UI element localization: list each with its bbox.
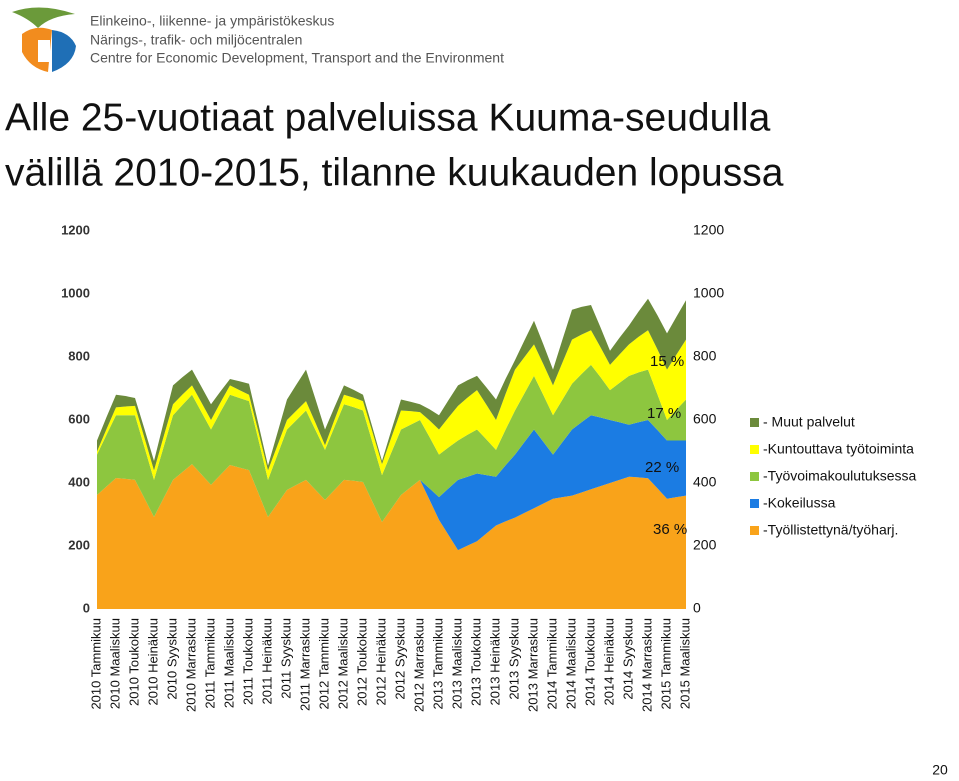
y-tick-label-right: 0 (693, 600, 701, 616)
chart-title: välillä 2010-2015, tilanne kuukauden lop… (5, 151, 784, 194)
x-tick-label: 2015 Maaliskuu (677, 618, 692, 709)
x-tick-label: 2011 Maaliskuu (221, 618, 236, 708)
annotation: 22 % (645, 459, 679, 476)
legend-label: -Työvoimakoulutuksessa (763, 468, 917, 484)
y-tick-label-left: 200 (68, 537, 90, 552)
legend-label: - Muut palvelut (763, 414, 855, 430)
legend-label: -Kuntouttava työtoiminta (763, 441, 914, 457)
x-tick-label: 2010 Tammikuu (88, 618, 103, 710)
logo (12, 7, 76, 72)
x-tick-label: 2012 Syyskuu (392, 618, 407, 700)
x-tick-label: 2014 Heinäkuu (601, 618, 616, 705)
x-tick-label: 2012 Marraskuu (411, 618, 426, 712)
logo-blue (52, 30, 76, 72)
chart-title: Alle 25-vuotiaat palveluissa Kuuma-seudu… (5, 96, 771, 139)
x-tick-label: 2013 Syyskuu (506, 618, 521, 700)
legend-label: -Kokeilussa (763, 495, 836, 511)
logo-leaf (12, 7, 75, 28)
x-tick-label: 2013 Heinäkuu (487, 618, 502, 705)
x-tick-label: 2012 Maaliskuu (335, 618, 350, 709)
x-tick-label: 2013 Tammikuu (430, 618, 445, 710)
x-tick-label: 2013 Marraskuu (525, 618, 540, 712)
org-line: Elinkeino-, liikenne- ja ympäristökeskus (90, 13, 334, 29)
legend-label: -Työllistettynä/työharj. (763, 522, 898, 538)
logo-mark (38, 40, 50, 62)
annotation: 36 % (653, 521, 687, 538)
area (97, 415, 686, 551)
page-number: 20 (932, 762, 948, 778)
x-tick-label: 2011 Tammikuu (202, 618, 217, 709)
x-tick-label: 2014 Syyskuu (620, 618, 635, 700)
x-tick-label: 2014 Toukokuu (582, 618, 597, 706)
x-tick-label: 2010 Toukokuu (126, 618, 141, 706)
x-tick-label: 2010 Syyskuu (164, 618, 179, 700)
legend-swatch (750, 418, 759, 427)
x-tick-label: 2013 Toukokuu (468, 618, 483, 706)
x-tick-label: 2012 Heinäkuu (373, 618, 388, 705)
x-tick-label: 2010 Marraskuu (183, 618, 198, 712)
x-tick-label: 2012 Toukokuu (354, 618, 369, 706)
area (97, 464, 686, 609)
y-tick-label-left: 0 (83, 600, 90, 615)
x-tick-label: 2013 Maaliskuu (449, 618, 464, 709)
y-tick-label-left: 1000 (61, 285, 90, 300)
x-tick-label: 2011 Syyskuu (278, 618, 293, 699)
y-tick-label-left: 1200 (61, 222, 90, 237)
y-tick-label-left: 400 (68, 474, 90, 489)
y-tick-label-right: 1200 (693, 222, 724, 238)
org-line: Närings-, trafik- och miljöcentralen (90, 32, 302, 48)
y-tick-label-left: 800 (68, 348, 90, 363)
area (97, 364, 686, 523)
legend-swatch (750, 526, 759, 535)
y-tick-label-right: 1000 (693, 285, 724, 301)
annotation: 15 % (650, 353, 684, 370)
x-tick-label: 2011 Heinäkuu (259, 618, 274, 705)
x-tick-label: 2011 Marraskuu (297, 618, 312, 711)
y-tick-label-right: 400 (693, 474, 717, 490)
x-tick-label: 2014 Tammikuu (544, 618, 559, 710)
y-tick-label-right: 200 (693, 537, 717, 553)
y-tick-label-right: 800 (693, 348, 717, 364)
x-tick-label: 2010 Maaliskuu (107, 618, 122, 709)
area (97, 330, 686, 480)
x-tick-label: 2014 Marraskuu (639, 618, 654, 712)
legend-swatch (750, 499, 759, 508)
y-tick-label-right: 600 (693, 411, 717, 427)
area (97, 298, 686, 471)
x-tick-label: 2010 Heinäkuu (145, 618, 160, 705)
x-tick-label: 2014 Maaliskuu (563, 618, 578, 709)
org-line: Centre for Economic Development, Transpo… (90, 50, 504, 66)
x-tick-label: 2015 Tammikuu (658, 618, 673, 710)
legend-swatch (750, 445, 759, 454)
y-tick-label-left: 600 (68, 411, 90, 426)
annotation: 17 % (647, 405, 681, 422)
legend-swatch (750, 472, 759, 481)
x-tick-label: 2011 Toukokuu (240, 618, 255, 705)
x-tick-label: 2012 Tammikuu (316, 618, 331, 710)
